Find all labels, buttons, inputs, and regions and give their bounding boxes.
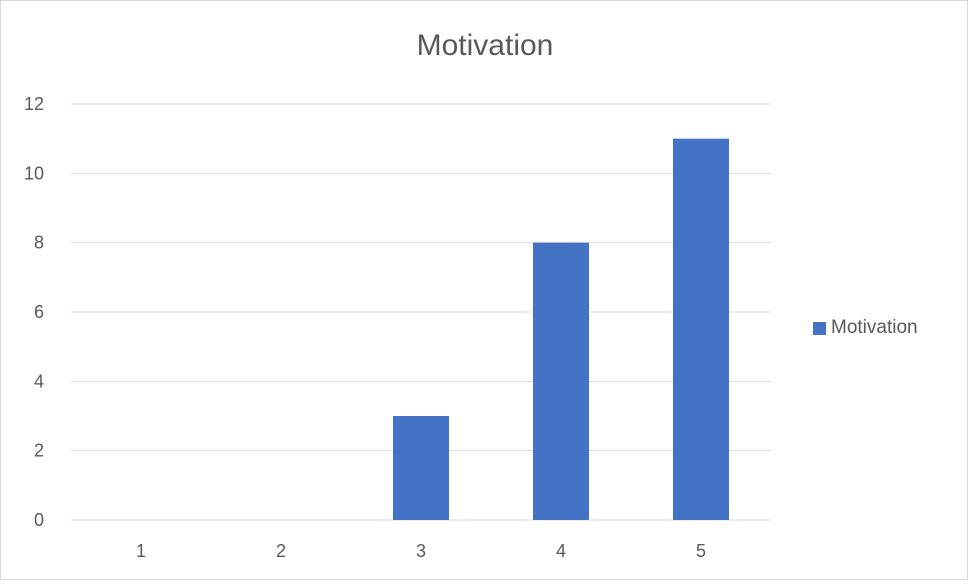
y-tick-label: 6: [34, 302, 44, 322]
x-tick-label: 3: [416, 541, 426, 561]
y-tick-label: 2: [34, 441, 44, 461]
bar: [673, 138, 729, 520]
legend: Motivation: [813, 317, 918, 339]
x-tick-label: 5: [696, 541, 706, 561]
x-tick-label: 4: [556, 541, 566, 561]
x-tick-label: 2: [276, 541, 286, 561]
y-tick-label: 12: [24, 94, 44, 114]
y-tick-label: 8: [34, 233, 44, 253]
bar: [393, 416, 449, 520]
y-tick-label: 0: [34, 510, 44, 530]
legend-swatch: [813, 321, 826, 335]
bar: [533, 242, 589, 520]
x-tick-label: 1: [136, 541, 146, 561]
y-tick-label: 10: [24, 163, 44, 183]
chart-title: Motivation: [416, 29, 554, 62]
y-tick-label: 4: [34, 371, 44, 391]
legend-label: Motivation: [831, 317, 918, 338]
